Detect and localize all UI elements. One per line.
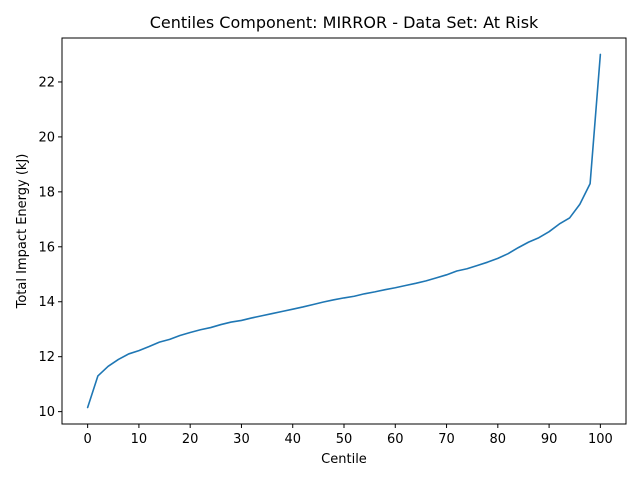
x-tick-label: 20	[182, 432, 199, 447]
chart-title: Centiles Component: MIRROR - Data Set: A…	[150, 13, 539, 32]
x-tick-label: 30	[233, 432, 250, 447]
x-axis: 0 10 20 30 40 50 60 70 80 90 100	[83, 424, 613, 447]
x-tick-label: 50	[336, 432, 353, 447]
y-axis: 10 12 14 16 18 20 22	[38, 75, 62, 420]
x-tick-label: 80	[490, 432, 507, 447]
x-tick-label: 60	[387, 432, 404, 447]
y-tick-label: 22	[38, 75, 55, 90]
y-tick-label: 12	[38, 350, 55, 365]
x-tick-label: 0	[83, 432, 91, 447]
series-line	[86, 53, 602, 409]
y-tick-label: 16	[38, 240, 55, 255]
x-tick-label: 90	[541, 432, 558, 447]
x-axis-label: Centile	[321, 452, 367, 467]
y-tick-label: 10	[38, 405, 55, 420]
x-tick-label: 70	[438, 432, 455, 447]
y-tick-label: 18	[38, 185, 55, 200]
x-tick-label: 10	[131, 432, 148, 447]
y-axis-label: Total Impact Energy (kJ)	[15, 154, 30, 310]
x-tick-label: 100	[588, 432, 613, 447]
y-tick-label: 14	[38, 295, 55, 310]
x-tick-label: 40	[284, 432, 301, 447]
series-layer	[86, 53, 602, 409]
y-tick-label: 20	[38, 130, 55, 145]
